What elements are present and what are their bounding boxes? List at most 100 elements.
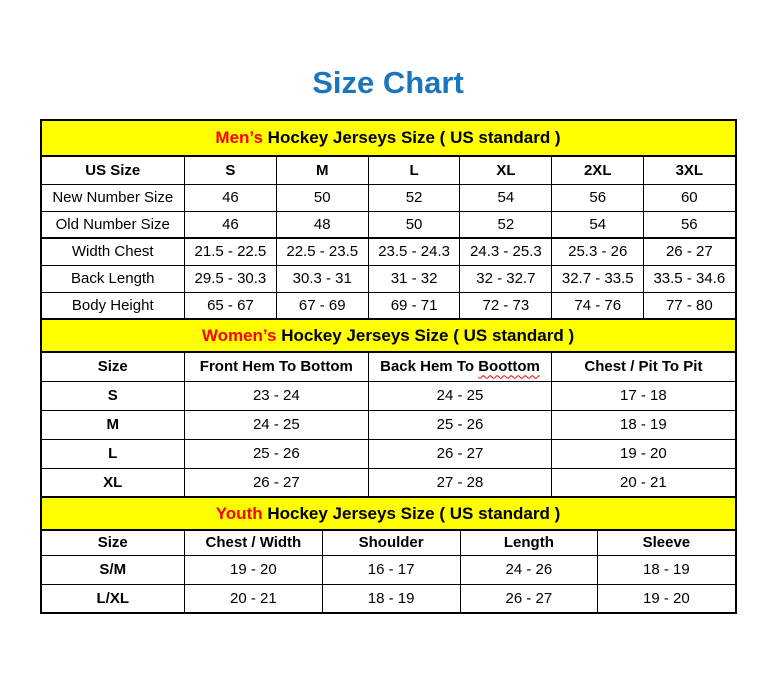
size-value: 48 xyxy=(275,210,369,239)
size-value: 26 - 27 xyxy=(643,237,736,266)
women-size-table: Size Front Hem To Bottom Back Hem To Boott… xyxy=(39,351,737,498)
row-label: L/XL xyxy=(40,583,185,614)
youth-section-heading: Youth Hockey Jerseys Size ( US standard … xyxy=(39,496,737,531)
size-value: 69 - 71 xyxy=(367,291,461,320)
table-row: L/XL 20 - 21 18 - 19 26 - 27 19 - 20 xyxy=(40,583,736,614)
row-label: Width Chest xyxy=(40,237,185,266)
size-value: 24.3 - 25.3 xyxy=(459,237,553,266)
table-row: Old Number Size 46 48 50 52 54 56 xyxy=(40,210,736,239)
men-section: Men’s Hockey Jerseys Size ( US standard … xyxy=(39,119,737,320)
size-value: 77 - 80 xyxy=(643,291,736,320)
size-value: 50 xyxy=(367,210,461,239)
size-value: 50 xyxy=(275,183,369,212)
column-header: Length xyxy=(459,529,599,556)
table-row: M 24 - 25 25 - 26 18 - 19 xyxy=(40,409,736,440)
women-section-heading: Women’s Hockey Jerseys Size ( US standar… xyxy=(39,318,737,353)
column-header: Size xyxy=(40,351,185,382)
size-value: 25.3 - 26 xyxy=(551,237,645,266)
size-value: 60 xyxy=(643,183,736,212)
row-label: Back Length xyxy=(40,264,185,293)
row-label: S xyxy=(40,380,185,411)
size-value: 32 - 32.7 xyxy=(459,264,553,293)
men-heading-highlight: Men’s xyxy=(215,128,263,147)
table-row: L 25 - 26 26 - 27 19 - 20 xyxy=(40,438,736,469)
size-value: 16 - 17 xyxy=(321,554,461,585)
size-value: 67 - 69 xyxy=(275,291,369,320)
table-row: Width Chest 21.5 - 22.5 22.5 - 23.5 23.5 - … xyxy=(40,237,736,266)
size-value: 65 - 67 xyxy=(184,291,277,320)
table-row: XL 26 - 27 27 - 28 20 - 21 xyxy=(40,467,736,498)
header-row: Size Chest / Width Shoulder Length Sleeve xyxy=(40,529,736,556)
table-row: Back Length 29.5 - 30.3 30.3 - 31 31 - 32 32… xyxy=(40,264,736,293)
size-value: 24 - 26 xyxy=(459,554,599,585)
youth-size-table: Size Chest / Width Shoulder Length Sleeve S/M… xyxy=(39,529,737,614)
table-row: Body Height 65 - 67 67 - 69 69 - 71 72 - 73 7… xyxy=(40,291,736,320)
size-value: 18 - 19 xyxy=(551,409,736,440)
size-value: 19 - 20 xyxy=(551,438,736,469)
size-value: 19 - 20 xyxy=(184,554,323,585)
row-label: M xyxy=(40,409,185,440)
youth-heading-text: Hockey Jerseys Size ( US standard ) xyxy=(262,503,561,523)
size-chart-tables: Men’s Hockey Jerseys Size ( US standard … xyxy=(39,119,737,614)
size-value: 25 - 26 xyxy=(184,438,369,469)
men-section-heading: Men’s Hockey Jerseys Size ( US standard … xyxy=(39,119,737,157)
column-header: Size xyxy=(40,529,185,556)
misspelled-word: Boottom xyxy=(478,358,540,376)
size-value: 23.5 - 24.3 xyxy=(367,237,461,266)
size-value: 33.5 - 34.6 xyxy=(643,264,736,293)
column-header: L xyxy=(367,155,461,185)
size-value: 54 xyxy=(459,183,553,212)
row-label: L xyxy=(40,438,185,469)
row-label: Old Number Size xyxy=(40,210,185,239)
size-value: 27 - 28 xyxy=(367,467,553,498)
size-value: 24 - 25 xyxy=(367,380,553,411)
size-value: 17 - 18 xyxy=(551,380,736,411)
column-header: US Size xyxy=(40,155,185,185)
column-header: Front Hem To Bottom xyxy=(184,351,369,382)
size-value: 29.5 - 30.3 xyxy=(184,264,277,293)
size-value: 56 xyxy=(643,210,736,239)
size-value: 30.3 - 31 xyxy=(275,264,369,293)
size-value: 26 - 27 xyxy=(459,583,599,614)
women-heading-text: Hockey Jerseys Size ( US standard ) xyxy=(276,325,575,345)
youth-heading-highlight: Youth xyxy=(215,503,263,523)
size-value: 52 xyxy=(459,210,553,239)
size-value: 31 - 32 xyxy=(367,264,461,293)
size-value: 18 - 19 xyxy=(321,583,461,614)
table-row: S/M 19 - 20 16 - 17 24 - 26 18 - 19 xyxy=(40,554,736,585)
row-label: New Number Size xyxy=(40,183,185,212)
size-value: 20 - 21 xyxy=(551,467,736,498)
column-header: 2XL xyxy=(551,155,645,185)
women-heading-highlight: Women’s xyxy=(201,325,277,345)
men-size-table: US Size S M L XL 2XL 3XL New Number Size 46 50 52 5… xyxy=(39,155,737,320)
row-label: XL xyxy=(40,467,185,498)
header-row: US Size S M L XL 2XL 3XL xyxy=(40,155,736,185)
size-value: 18 - 19 xyxy=(597,554,736,585)
column-header-text: Back Hem To xyxy=(380,358,479,376)
column-header: XL xyxy=(459,155,553,185)
column-header: Sleeve xyxy=(597,529,736,556)
row-label: Body Height xyxy=(40,291,185,320)
size-value: 56 xyxy=(551,183,645,212)
size-value: 46 xyxy=(184,183,277,212)
size-value: 23 - 24 xyxy=(184,380,369,411)
size-value: 25 - 26 xyxy=(367,409,553,440)
size-value: 74 - 76 xyxy=(551,291,645,320)
youth-section: Youth Hockey Jerseys Size ( US standard … xyxy=(39,496,737,614)
men-heading-text: Hockey Jerseys Size ( US standard ) xyxy=(262,128,561,147)
column-header: M xyxy=(275,155,369,185)
size-value: 22.5 - 23.5 xyxy=(275,237,369,266)
size-value: 52 xyxy=(367,183,461,212)
column-header: Chest / Width xyxy=(184,529,323,556)
column-header: Chest / Pit To Pit xyxy=(551,351,736,382)
size-value: 54 xyxy=(551,210,645,239)
column-header: 3XL xyxy=(643,155,736,185)
size-value: 26 - 27 xyxy=(184,467,369,498)
header-row: Size Front Hem To Bottom Back Hem To Boott… xyxy=(40,351,736,382)
size-value: 20 - 21 xyxy=(184,583,323,614)
size-chart-page: Size Chart Men’s Hockey Jerseys Size ( U… xyxy=(39,65,737,614)
size-value: 32.7 - 33.5 xyxy=(551,264,645,293)
women-section: Women’s Hockey Jerseys Size ( US standar… xyxy=(39,318,737,498)
column-header: S xyxy=(184,155,277,185)
table-row: New Number Size 46 50 52 54 56 60 xyxy=(40,183,736,212)
